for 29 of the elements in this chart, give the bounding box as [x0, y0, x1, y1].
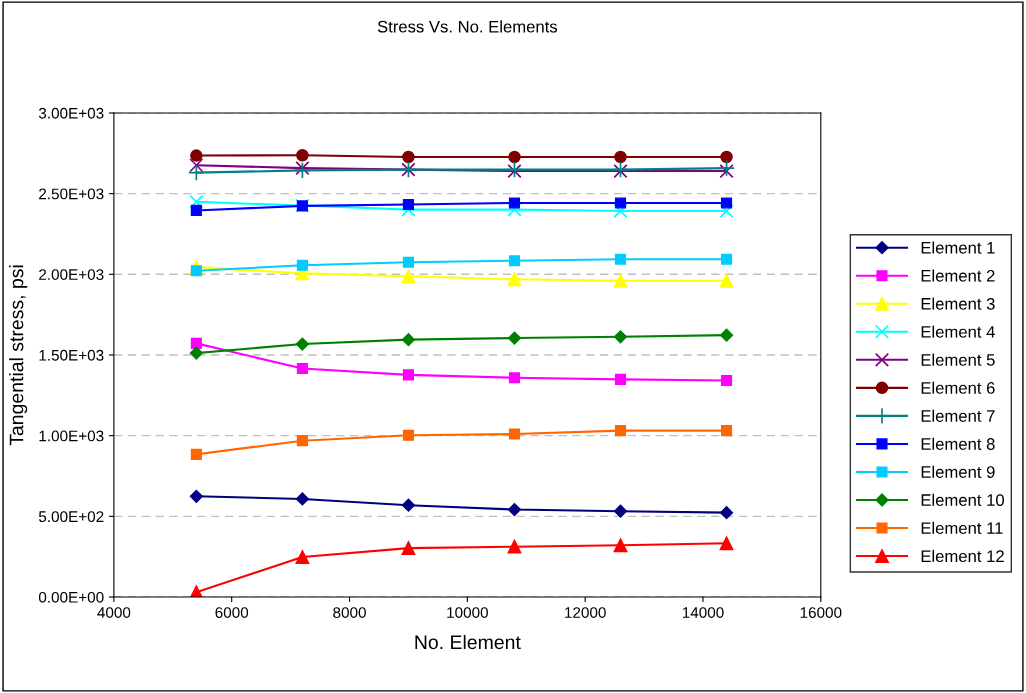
- legend-label: Element 11: [921, 521, 1003, 535]
- legend-label: Element 2: [921, 269, 995, 282]
- y-tick-label: 3.00E+03: [38, 107, 104, 119]
- legend-label: Element 9: [921, 465, 995, 478]
- x-tick-label: 12000: [565, 607, 606, 618]
- legend-label: Element 12: [921, 549, 1004, 563]
- legend-label: Element 4: [921, 325, 995, 338]
- chart-title: Stress Vs. No. Elements: [377, 20, 558, 33]
- x-tick-label: 4000: [97, 607, 131, 618]
- x-tick-label: 8000: [333, 607, 366, 618]
- legend-label: Element 8: [921, 437, 995, 450]
- x-tick-label: 6000: [215, 607, 249, 618]
- y-tick-label: 5.00E+02: [38, 511, 104, 523]
- y-tick-label: 0.00E+00: [38, 591, 104, 603]
- x-tick-label: 14000: [682, 607, 724, 618]
- x-tick-label: 16000: [800, 607, 842, 618]
- y-axis-title: Tangential stress, psi: [9, 265, 28, 446]
- y-tick-label: 2.50E+03: [39, 188, 104, 200]
- legend-label: Element 6: [921, 381, 995, 394]
- legend-label: Element 5: [921, 353, 995, 366]
- y-tick-label: 2.00E+03: [39, 269, 104, 280]
- legend-label: Element 10: [921, 493, 1004, 506]
- x-tick-label: 10000: [447, 607, 488, 618]
- y-tick-label: 1.50E+03: [39, 349, 104, 361]
- legend-label: Element 3: [921, 297, 995, 310]
- legend-label: Element 7: [921, 409, 995, 422]
- legend-label: Element 1: [921, 241, 995, 254]
- y-tick-label: 1.00E+03: [39, 430, 104, 442]
- x-axis-title: No. Element: [415, 634, 521, 650]
